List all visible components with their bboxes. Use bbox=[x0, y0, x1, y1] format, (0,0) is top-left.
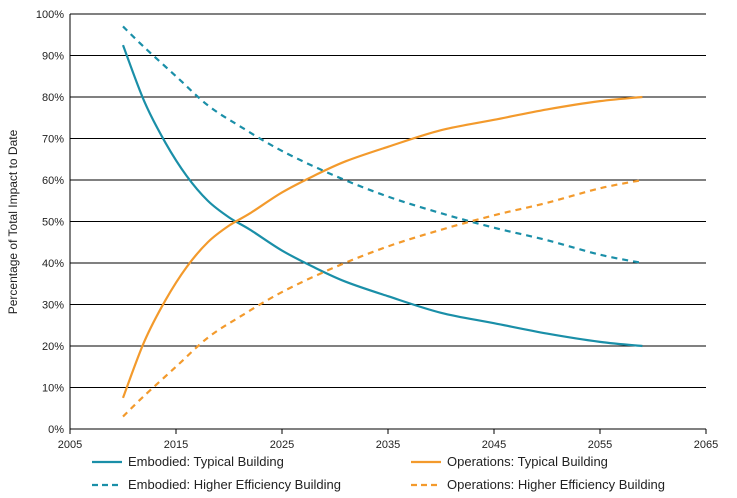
x-tick-label: 2015 bbox=[164, 439, 188, 451]
legend-label: Embodied: Typical Building bbox=[128, 454, 284, 469]
y-tick-label: 10% bbox=[42, 383, 64, 395]
legend-label: Embodied: Higher Efficiency Building bbox=[128, 477, 341, 492]
series-embodied-typical bbox=[121, 44, 643, 348]
y-tick-label: 90% bbox=[42, 51, 64, 63]
x-tick-label: 2045 bbox=[482, 439, 506, 451]
y-tick-label: 100% bbox=[36, 9, 64, 21]
x-tick-label: 2055 bbox=[588, 439, 612, 451]
x-tick-label: 2035 bbox=[376, 439, 400, 451]
x-tick-labels: 2005 2015 2025 2035 2045 2055 2065 bbox=[58, 429, 718, 451]
y-tick-labels: 0% 10% 20% 30% 40% 50% 60% 70% 80% 90% 100% bbox=[36, 9, 64, 436]
y-tick-label: 20% bbox=[42, 341, 64, 353]
y-tick-label: 70% bbox=[42, 134, 64, 146]
y-tick-label: 50% bbox=[42, 217, 64, 229]
gridlines bbox=[69, 13, 706, 430]
x-tick-label: 2005 bbox=[58, 439, 82, 451]
y-tick-label: 80% bbox=[42, 92, 64, 104]
legend: Embodied: Typical Building Operations: Ty… bbox=[92, 454, 665, 492]
x-tick-label: 2025 bbox=[270, 439, 294, 451]
y-tick-label: 30% bbox=[42, 300, 64, 312]
y-axis-label: Percentage of Total Impact to Date bbox=[6, 129, 20, 314]
series-operations-typical bbox=[121, 95, 643, 399]
x-tick-label: 2065 bbox=[694, 439, 718, 451]
legend-label: Operations: Higher Efficiency Building bbox=[447, 477, 665, 492]
series-operations-high-efficiency bbox=[122, 178, 643, 418]
y-tick-label: 0% bbox=[48, 424, 64, 436]
y-tick-label: 60% bbox=[42, 175, 64, 187]
series-lines bbox=[121, 25, 643, 418]
legend-label: Operations: Typical Building bbox=[447, 454, 608, 469]
series-embodied-high-efficiency bbox=[122, 25, 643, 265]
y-tick-label: 40% bbox=[42, 258, 64, 270]
